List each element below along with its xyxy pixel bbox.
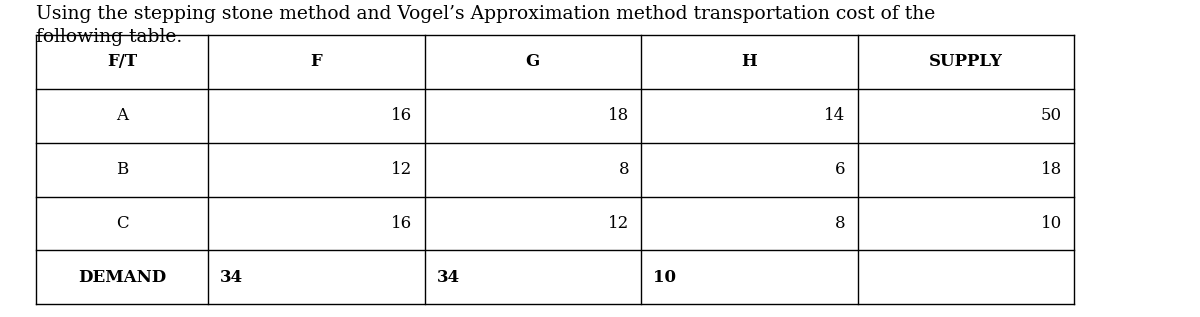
Text: 34: 34 (220, 269, 244, 286)
Text: C: C (115, 215, 128, 232)
Text: 8: 8 (835, 215, 846, 232)
Text: F: F (311, 53, 322, 70)
Text: Using the stepping stone method and Vogel’s Approximation method transportation : Using the stepping stone method and Voge… (36, 5, 935, 46)
Text: 12: 12 (607, 215, 629, 232)
Text: H: H (742, 53, 757, 70)
Text: 18: 18 (607, 107, 629, 124)
Text: 6: 6 (835, 161, 846, 178)
Text: 10: 10 (653, 269, 676, 286)
Text: 50: 50 (1040, 107, 1062, 124)
Text: 8: 8 (618, 161, 629, 178)
Text: 10: 10 (1040, 215, 1062, 232)
Text: B: B (116, 161, 128, 178)
Text: 16: 16 (391, 107, 413, 124)
Text: 14: 14 (824, 107, 846, 124)
Text: G: G (526, 53, 540, 70)
Text: DEMAND: DEMAND (78, 269, 166, 286)
Text: SUPPLY: SUPPLY (929, 53, 1003, 70)
Text: 34: 34 (437, 269, 460, 286)
Text: 12: 12 (391, 161, 413, 178)
Text: 16: 16 (391, 215, 413, 232)
Text: 18: 18 (1040, 161, 1062, 178)
Text: F/T: F/T (107, 53, 137, 70)
Text: A: A (116, 107, 128, 124)
